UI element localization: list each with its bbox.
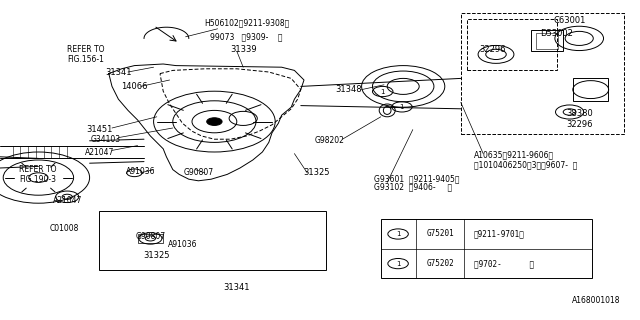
Text: G34103: G34103 [90, 135, 121, 144]
Text: 1: 1 [396, 231, 401, 237]
Text: 〄9702-      、: 〄9702- 、 [474, 259, 534, 268]
Text: G75201: G75201 [427, 229, 454, 238]
Text: 32296: 32296 [479, 45, 506, 54]
Text: 99073   　9309-    、: 99073 9309- 、 [210, 32, 283, 41]
Text: G98202: G98202 [315, 136, 344, 145]
Text: A21047: A21047 [84, 148, 114, 156]
Text: 1: 1 [399, 104, 404, 110]
Text: 31341: 31341 [223, 284, 250, 292]
Text: 14066: 14066 [121, 82, 148, 91]
Text: 31325: 31325 [303, 168, 330, 177]
Bar [138, 234, 163, 243]
Text: REFER TO: REFER TO [67, 45, 105, 54]
Text: C01008: C01008 [49, 224, 79, 233]
Text: D53002: D53002 [540, 29, 573, 38]
Text: ⑂1010406250〃3、〄9607-  、: ⑂1010406250〃3、〄9607- 、 [474, 160, 577, 169]
Text: 38380: 38380 [566, 109, 593, 118]
Bar [531, 30, 563, 51]
Text: A168001018: A168001018 [572, 296, 621, 305]
Text: A10635　9211-9606、: A10635 9211-9606、 [474, 151, 554, 160]
Text: G93102  〄9406-     、: G93102 〄9406- 、 [374, 183, 452, 192]
Circle shape [207, 118, 222, 125]
Text: 31451: 31451 [86, 125, 113, 134]
Text: REFER TO: REFER TO [19, 165, 57, 174]
Text: 31341: 31341 [105, 68, 132, 76]
Text: 1: 1 [396, 260, 401, 267]
Text: 31348: 31348 [335, 85, 362, 94]
Text: 31325: 31325 [143, 252, 170, 260]
Bar [99, 211, 326, 270]
Text: G90807: G90807 [135, 232, 166, 241]
Text: FIG.190-3: FIG.190-3 [19, 175, 56, 184]
Text: A91036: A91036 [126, 167, 156, 176]
Text: H506102　9211-9308、: H506102 9211-9308、 [204, 18, 289, 27]
Text: G90807: G90807 [183, 168, 214, 177]
Text: 31339: 31339 [230, 45, 257, 54]
Bar [467, 19, 557, 70]
Text: A21047: A21047 [52, 196, 82, 204]
Bar [461, 13, 624, 134]
Bar [573, 78, 608, 101]
Text: C63001: C63001 [554, 16, 586, 25]
Text: A91036: A91036 [168, 240, 197, 249]
Bar [536, 33, 558, 49]
Text: 1: 1 [380, 89, 385, 94]
Text: G75202: G75202 [427, 259, 454, 268]
Text: G93601  〄9211-9405、: G93601 〄9211-9405、 [374, 175, 460, 184]
Text: 〄9211-9701、: 〄9211-9701、 [474, 229, 524, 238]
Text: 32296: 32296 [566, 120, 593, 129]
Bar [381, 219, 592, 278]
Text: FIG.156-1: FIG.156-1 [67, 55, 104, 64]
